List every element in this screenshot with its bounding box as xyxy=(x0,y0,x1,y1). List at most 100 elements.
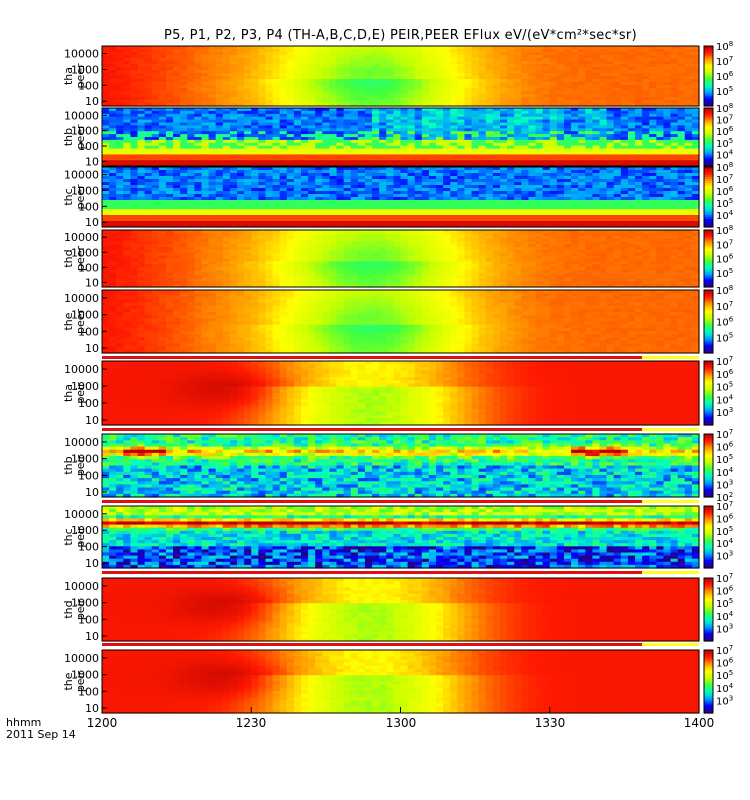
heatmap-cell xyxy=(336,61,345,65)
heatmap-cell xyxy=(450,73,458,77)
heatmap-cell xyxy=(450,61,458,65)
heatmap-cell xyxy=(158,52,167,56)
heatmap-cell xyxy=(450,160,458,164)
heatmap-cell xyxy=(322,218,331,222)
heatmap-cell xyxy=(571,103,579,107)
heatmap-cell xyxy=(521,82,530,86)
heatmap-cell xyxy=(464,110,473,115)
heatmap-cell xyxy=(578,148,586,153)
heatmap-cell xyxy=(329,148,338,153)
heatmap-cell xyxy=(187,128,195,132)
heatmap-cell xyxy=(208,197,217,201)
heatmap-cell xyxy=(308,79,316,83)
heatmap-cell xyxy=(521,67,530,71)
heatmap-cell xyxy=(173,182,181,186)
heatmap-cell xyxy=(301,52,309,56)
heatmap-cell xyxy=(116,194,124,198)
heatmap-cell xyxy=(158,154,167,158)
heatmap-cell xyxy=(492,64,501,68)
heatmap-cell xyxy=(308,70,316,74)
heatmap-cell xyxy=(173,94,181,98)
heatmap-cell xyxy=(535,88,544,92)
heatmap-cell xyxy=(194,142,203,147)
heatmap-cell xyxy=(585,64,593,68)
heatmap-cell xyxy=(386,142,394,147)
heatmap-cell xyxy=(237,137,245,141)
heatmap-cell xyxy=(151,167,160,171)
heatmap-cell xyxy=(656,55,665,59)
heatmap-cell xyxy=(620,103,629,107)
heatmap-cell xyxy=(194,61,203,65)
heatmap-cell xyxy=(563,134,572,138)
heatmap-cell xyxy=(109,113,117,118)
heatmap-cell xyxy=(315,167,323,171)
heatmap-cell xyxy=(336,100,345,104)
heatmap-cell xyxy=(613,82,622,86)
heatmap-cell xyxy=(350,58,359,62)
heatmap-cell xyxy=(173,85,181,89)
heatmap-cell xyxy=(492,148,501,153)
heatmap-cell xyxy=(258,139,267,144)
heatmap-cell xyxy=(670,97,679,101)
heatmap-cell xyxy=(173,221,181,225)
heatmap-cell xyxy=(251,167,259,171)
heatmap-cell xyxy=(308,116,316,121)
heatmap-cell xyxy=(116,145,124,150)
chart-title: P5, P1, P2, P3, P4 (TH-A,B,C,D,E) PEIR,P… xyxy=(164,28,637,43)
heatmap-cell xyxy=(343,145,352,150)
heatmap-cell xyxy=(258,97,267,101)
heatmap-cell xyxy=(187,113,195,118)
heatmap-cell xyxy=(585,76,593,80)
heatmap-cell xyxy=(464,122,473,126)
heatmap-cell xyxy=(642,91,650,95)
heatmap-cell xyxy=(350,103,359,107)
heatmap-cell xyxy=(478,70,487,74)
heatmap-cell xyxy=(379,110,387,115)
heatmap-cell xyxy=(279,113,288,118)
heatmap-cell xyxy=(265,224,274,228)
heatmap-cell xyxy=(208,76,217,80)
heatmap-cell xyxy=(173,55,181,59)
heatmap-cell xyxy=(414,76,423,80)
heatmap-cell xyxy=(322,100,331,104)
heatmap-cell xyxy=(194,97,203,101)
heatmap-cell xyxy=(301,46,309,50)
heatmap-cells-thb-peer xyxy=(102,108,700,167)
heatmap-cell xyxy=(500,67,508,71)
heatmap-cell xyxy=(237,49,245,53)
heatmap-cell xyxy=(649,131,657,135)
heatmap-cell xyxy=(364,61,373,65)
heatmap-cell xyxy=(194,212,203,216)
heatmap-cell xyxy=(635,58,643,62)
heatmap-cell xyxy=(393,94,402,98)
heatmap-cell xyxy=(130,145,139,150)
heatmap-cell xyxy=(464,134,473,138)
heatmap-cell xyxy=(656,160,665,164)
heatmap-cell xyxy=(428,110,437,115)
heatmap-cell xyxy=(286,85,295,89)
heatmap-cell xyxy=(329,97,338,101)
heatmap-cell xyxy=(201,61,210,65)
heatmap-cell xyxy=(400,46,409,50)
heatmap-cell xyxy=(364,134,373,138)
heatmap-cell xyxy=(357,131,366,135)
heatmap-cell xyxy=(272,110,281,115)
heatmap-cell xyxy=(215,128,224,132)
heatmap-cell xyxy=(237,163,245,167)
heatmap-cell xyxy=(151,76,160,80)
heatmap-cell xyxy=(450,76,458,80)
heatmap-cell xyxy=(485,70,494,74)
heatmap-cell xyxy=(208,67,217,71)
heatmap-cell xyxy=(464,67,473,71)
heatmap-cell xyxy=(173,212,181,216)
heatmap-cell xyxy=(194,148,203,153)
heatmap-cell xyxy=(151,139,160,144)
heatmap-cell xyxy=(606,46,615,50)
heatmap-cell xyxy=(450,125,458,129)
heatmap-cell xyxy=(436,154,444,158)
heatmap-cell xyxy=(229,134,238,138)
heatmap-cell xyxy=(137,176,146,180)
heatmap-cell xyxy=(329,61,338,65)
heatmap-cell xyxy=(379,103,387,107)
heatmap-cell xyxy=(208,157,217,161)
